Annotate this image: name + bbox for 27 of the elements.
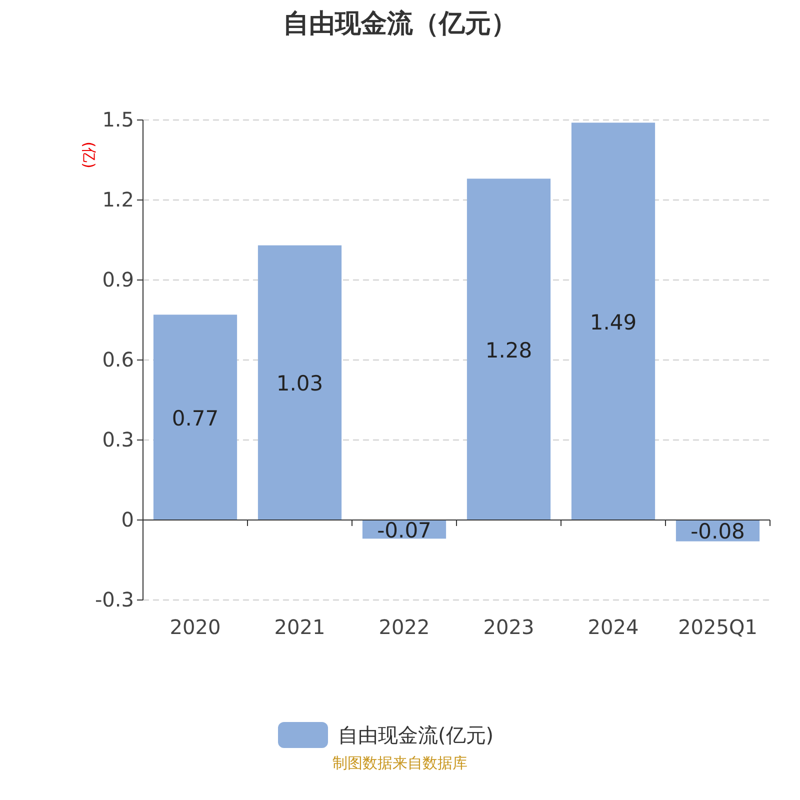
x-tick-label: 2023 [483, 615, 534, 639]
text: 制图数据来自数据库 [332, 754, 468, 772]
y-tick-label: 0.3 [102, 427, 134, 452]
chart-title: 自由现金流（亿元） [283, 9, 517, 39]
data-label: -0.07 [377, 518, 432, 542]
y-tick-label: 0.9 [102, 267, 134, 292]
x-tick-label: 2020 [170, 615, 221, 639]
y-tick-label: 1.5 [102, 107, 134, 132]
y-axis-title: (亿) [80, 142, 98, 168]
bar [466, 178, 551, 520]
y-tick-label: 1.2 [102, 187, 134, 212]
legend-label: 自由现金流(亿元) [338, 723, 494, 747]
x-tick-label: 2024 [588, 615, 639, 639]
bar [571, 122, 656, 520]
data-label: 0.77 [172, 406, 219, 430]
y-tick-label: 0 [121, 507, 134, 532]
data-label: 1.49 [590, 310, 637, 334]
data-label: -0.08 [690, 520, 745, 544]
data-label: 1.03 [276, 372, 324, 396]
bar [258, 245, 342, 520]
y-tick-label: -0.3 [94, 587, 134, 612]
data-label: 1.28 [485, 338, 532, 362]
x-tick-label: 2022 [378, 615, 430, 639]
x-tick-label: 2021 [274, 615, 326, 639]
x-tick-label: 2025Q1 [678, 615, 758, 639]
y-tick-label: 0.6 [102, 347, 134, 372]
bar [153, 314, 238, 520]
